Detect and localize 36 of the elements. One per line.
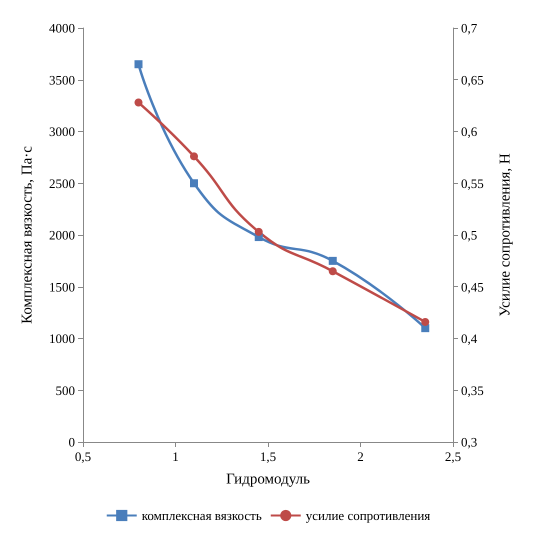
x-tick-label: 1,5 (260, 449, 276, 464)
y2-tick-label: 0,55 (461, 176, 484, 191)
point (134, 98, 142, 107)
y-axis-title: Комплексная вязкость, Па·с (20, 146, 36, 324)
y2-tick-label: 0,5 (461, 228, 478, 242)
legend-label: комплексная вязкость (142, 508, 262, 523)
y2-tick-label: 0,6 (461, 124, 478, 139)
y-tick-label: 3000 (49, 124, 75, 139)
y2-tick-label: 0,35 (461, 382, 484, 398)
y-tick-label: 1000 (49, 331, 75, 346)
y2-tick-label: 0,65 (461, 72, 484, 88)
y-tick-label: 500 (56, 382, 75, 398)
y-tick-label: 3500 (49, 72, 75, 88)
y2-tick-label: 0,4 (461, 331, 478, 346)
y-tick-label: 2000 (49, 228, 75, 242)
x-tick-label: 1 (172, 449, 179, 464)
point (190, 152, 198, 160)
y2-tick-label: 0,3 (461, 434, 478, 450)
y-tick-label: 2500 (49, 176, 75, 191)
point (190, 179, 198, 188)
x-tick-label: 0,5 (74, 449, 92, 464)
y2-tick-label: 0,7 (461, 20, 478, 36)
legend-label: усилие сопротивления (306, 508, 430, 523)
x-tick-label: 2,5 (444, 449, 462, 464)
x-tick-label: 2 (357, 449, 364, 464)
x-axis-title: Гидромодуль (226, 472, 310, 488)
y-tick-label: 1500 (49, 279, 75, 294)
point (254, 228, 263, 236)
y2-tick-label: 0,45 (461, 279, 484, 294)
point (421, 318, 430, 326)
y-tick-label: 4000 (49, 20, 75, 36)
point (328, 256, 337, 265)
y-tick-label: 0 (68, 434, 75, 450)
point (328, 267, 337, 276)
point (134, 60, 142, 68)
y2-axis-title: Усилие сопротивления, Н (498, 153, 514, 317)
